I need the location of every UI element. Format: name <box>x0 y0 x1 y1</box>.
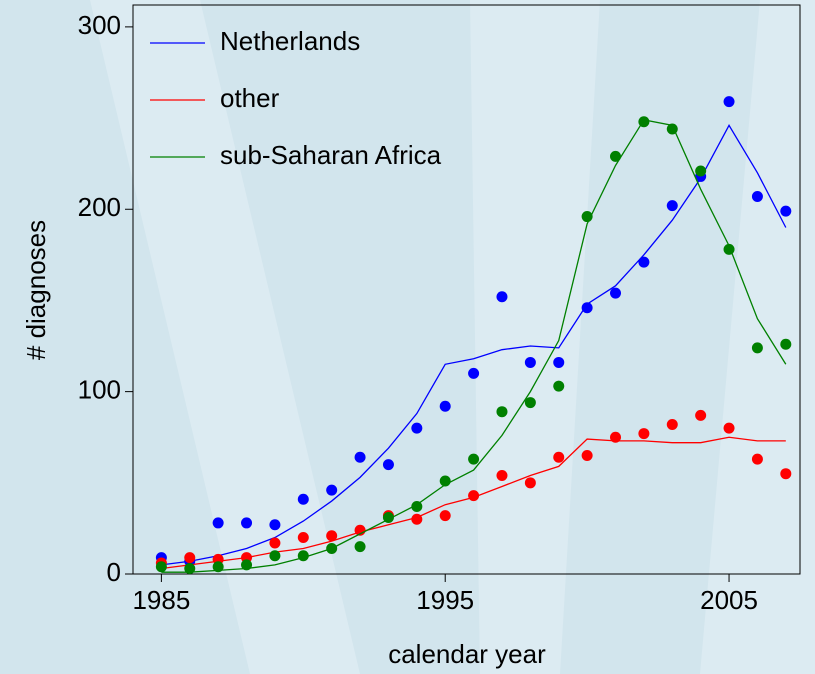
data-point <box>610 150 622 162</box>
data-point <box>553 380 565 392</box>
data-point <box>382 511 394 523</box>
data-point <box>610 287 622 299</box>
y-axis-title: # diagnoses <box>21 220 51 360</box>
data-point <box>751 453 763 465</box>
legend-label: Netherlands <box>220 26 360 56</box>
data-point <box>326 542 338 554</box>
background-stripe <box>700 0 815 674</box>
data-point <box>524 477 536 489</box>
data-point <box>297 532 309 544</box>
data-point <box>155 561 167 573</box>
data-point <box>297 550 309 562</box>
data-point <box>581 302 593 314</box>
data-point <box>780 338 792 350</box>
data-point <box>780 468 792 480</box>
y-tick-label: 100 <box>78 375 121 405</box>
data-point <box>581 449 593 461</box>
data-point <box>241 559 253 571</box>
background-stripe <box>470 0 600 674</box>
data-point <box>468 453 480 465</box>
data-point <box>382 459 394 471</box>
data-point <box>780 205 792 217</box>
data-point <box>269 519 281 531</box>
data-point <box>638 116 650 128</box>
data-point <box>666 418 678 430</box>
data-point <box>354 541 366 553</box>
data-point <box>184 563 196 575</box>
data-point <box>354 451 366 463</box>
data-point <box>184 552 196 564</box>
data-point <box>411 422 423 434</box>
data-point <box>666 200 678 212</box>
x-tick-label: 1995 <box>416 585 474 615</box>
data-point <box>468 490 480 502</box>
y-tick-label: 0 <box>107 557 121 587</box>
data-point <box>524 356 536 368</box>
data-point <box>439 400 451 412</box>
x-tick-label: 2005 <box>700 585 758 615</box>
data-point <box>553 451 565 463</box>
data-point <box>723 243 735 255</box>
fit-line <box>161 124 787 566</box>
x-axis-title: calendar year <box>388 639 546 669</box>
data-point <box>326 530 338 542</box>
data-point <box>695 165 707 177</box>
data-point <box>496 470 508 482</box>
data-point <box>751 190 763 202</box>
data-point <box>723 96 735 108</box>
data-point <box>638 428 650 440</box>
data-point <box>241 517 253 529</box>
data-point <box>751 342 763 354</box>
data-point <box>496 406 508 418</box>
data-point <box>212 517 224 529</box>
data-point <box>666 123 678 135</box>
data-point <box>524 397 536 409</box>
y-tick-label: 300 <box>78 10 121 40</box>
data-point <box>411 513 423 525</box>
data-point <box>468 367 480 379</box>
data-point <box>439 475 451 487</box>
fit-line <box>161 119 787 573</box>
data-point <box>581 211 593 223</box>
data-point <box>212 561 224 573</box>
data-point <box>411 501 423 513</box>
plot-frame <box>132 4 801 575</box>
legend-label: other <box>220 83 280 113</box>
x-tick-label: 1985 <box>132 585 190 615</box>
data-point <box>326 484 338 496</box>
data-point <box>269 537 281 549</box>
y-tick-label: 200 <box>78 192 121 222</box>
background-stripe <box>90 0 360 674</box>
data-point <box>610 431 622 443</box>
data-point <box>638 256 650 268</box>
data-point <box>297 493 309 505</box>
legend-label: sub-Saharan Africa <box>220 140 442 170</box>
data-point <box>439 510 451 522</box>
data-point <box>553 356 565 368</box>
data-point <box>723 422 735 434</box>
data-point <box>496 291 508 303</box>
data-point <box>695 409 707 421</box>
data-point <box>269 550 281 562</box>
